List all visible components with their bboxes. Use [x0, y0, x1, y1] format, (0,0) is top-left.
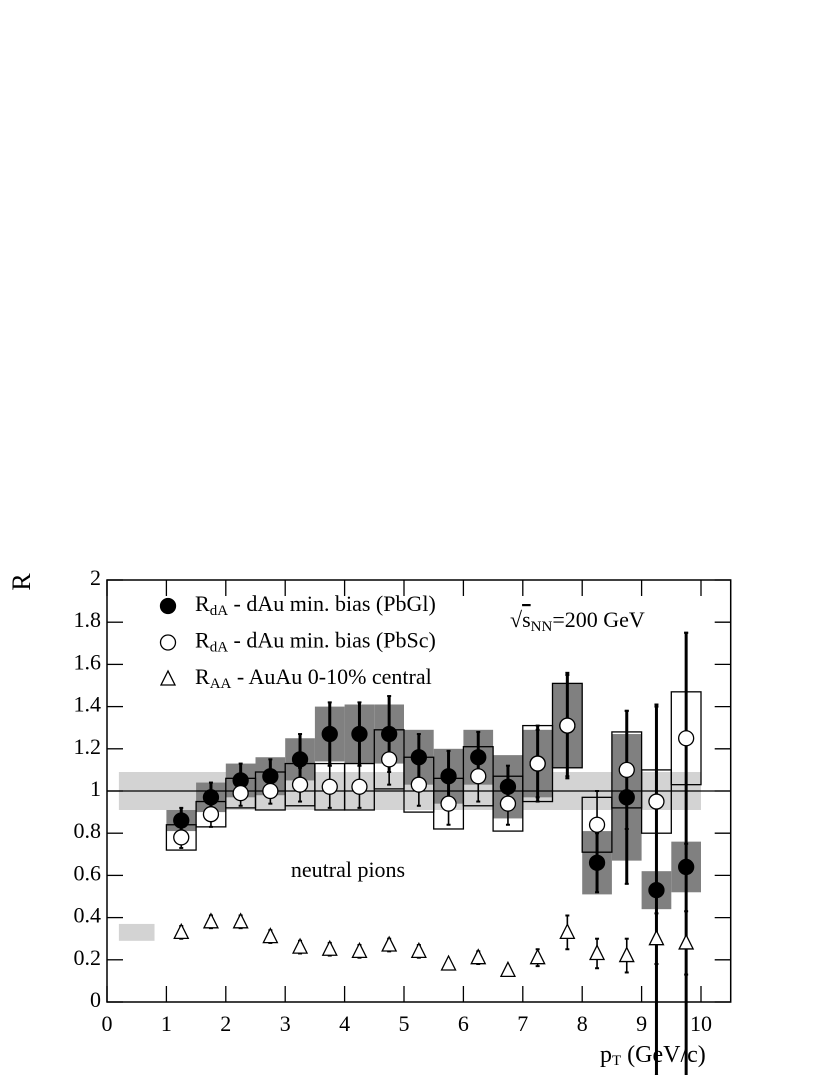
circle-marker [588, 816, 606, 833]
circle-marker [159, 634, 177, 651]
x-tick-label: 1 [161, 1011, 172, 1036]
circle-marker [232, 784, 249, 802]
circle-marker [440, 768, 457, 785]
triangle-marker [321, 939, 338, 956]
energy-s: s [522, 607, 531, 632]
circle-marker [173, 812, 190, 829]
circle-marker [499, 795, 517, 812]
triangle-marker [648, 929, 665, 946]
triangle-marker [262, 927, 279, 944]
triangle-marker [588, 944, 606, 961]
legend-sub: AA [210, 676, 232, 692]
x-tick-label: 4 [339, 1011, 350, 1036]
x-label-sub: T [612, 1053, 621, 1069]
circle-marker [648, 793, 665, 810]
x-tick-label: 9 [636, 1011, 647, 1036]
circle-marker [291, 776, 309, 793]
circle-marker [321, 778, 338, 795]
circle-marker [159, 597, 177, 615]
triangle-marker [529, 948, 546, 965]
legend-rest: - dAu min. bias (PbGl) [228, 591, 436, 616]
circle-marker [262, 782, 279, 800]
triangle-marker [678, 933, 695, 950]
x-tick-label: 5 [399, 1011, 410, 1036]
triangle-marker [351, 941, 368, 959]
triangle-marker [470, 948, 487, 965]
y-tick-label: 1 [90, 776, 101, 801]
y-tick-label: 0.4 [74, 903, 102, 928]
triangle-marker [499, 960, 517, 977]
triangle-marker [159, 669, 177, 686]
triangle-marker [618, 946, 635, 963]
triangle-marker [232, 912, 249, 929]
triangle-marker [440, 954, 457, 971]
circle-marker [529, 755, 546, 772]
y-tick-label: 1.8 [74, 607, 102, 632]
y-tick-label: 0 [90, 987, 101, 1012]
energy-label: √sNN=200 GeV [510, 607, 645, 635]
x-label-rest: (GeV/c) [621, 1042, 706, 1068]
legend-main: R [195, 664, 210, 689]
circle-marker [410, 776, 428, 793]
circle-marker [173, 829, 190, 846]
y-tick-label: 1.4 [74, 692, 102, 717]
legend-main: R [195, 628, 210, 653]
circle-marker [351, 778, 368, 795]
y-tick-label: 1.6 [74, 649, 102, 674]
x-axis-label: pT (GeV/c) [600, 1042, 706, 1070]
triangle-marker [291, 937, 309, 954]
legend-sub: dA [210, 640, 229, 656]
energy-sub: NN [531, 619, 553, 635]
legend-rest: - dAu min. bias (PbSc) [228, 628, 436, 653]
circle-marker [321, 725, 338, 743]
circle-marker [440, 795, 457, 812]
annotation: neutral pions [291, 857, 405, 882]
y-tick-label: 0.8 [74, 818, 102, 843]
y-tick-label: 0.2 [74, 945, 102, 970]
x-tick-label: 0 [102, 1011, 113, 1036]
energy-rest: =200 GeV [552, 607, 645, 632]
circle-marker [678, 730, 695, 747]
triangle-marker [173, 922, 190, 940]
circle-marker [410, 749, 428, 766]
y-tick-label: 1.2 [74, 734, 102, 759]
x-tick-label: 3 [280, 1011, 291, 1036]
legend-rest: - AuAu 0-10% central [231, 664, 431, 689]
energy-root: √ [510, 607, 523, 632]
x-tick-label: 2 [220, 1011, 231, 1036]
y-axis-label: R [7, 573, 36, 591]
legend-entry: RdA - dAu min. bias (PbSc) [195, 628, 436, 656]
triangle-marker [410, 941, 427, 959]
x-tick-label: 10 [690, 1011, 712, 1036]
x-label-main: p [600, 1042, 612, 1068]
circle-marker [202, 806, 220, 823]
circle-marker [351, 725, 368, 743]
circle-marker [470, 768, 487, 785]
y-tick-label: 0.6 [74, 860, 102, 885]
triangle-marker [202, 912, 220, 929]
triangle-marker [381, 935, 398, 952]
legend-sub: dA [210, 603, 229, 619]
circle-marker [678, 858, 695, 876]
triangle-marker [559, 922, 576, 940]
circle-marker [380, 751, 398, 768]
circle-marker [618, 761, 635, 779]
x-tick-label: 8 [577, 1011, 588, 1036]
legend-main: R [195, 591, 210, 616]
legend-entry: RAA - AuAu 0-10% central [195, 664, 432, 692]
circle-marker [559, 717, 576, 734]
legend-entry: RdA - dAu min. bias (PbGl) [195, 591, 436, 619]
circle-marker [291, 751, 309, 768]
x-tick-label: 7 [517, 1011, 528, 1036]
y-tick-label: 2 [90, 565, 101, 590]
normalization-band [118, 923, 155, 941]
x-tick-label: 6 [458, 1011, 469, 1036]
